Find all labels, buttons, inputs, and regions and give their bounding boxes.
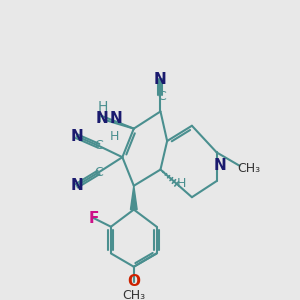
Text: N: N xyxy=(109,111,122,126)
Text: O: O xyxy=(127,274,140,290)
Text: C: C xyxy=(94,166,103,179)
Text: H: H xyxy=(97,100,108,114)
Text: N: N xyxy=(70,178,83,193)
Text: N: N xyxy=(70,129,83,144)
Text: H: H xyxy=(98,111,108,125)
Text: N: N xyxy=(154,72,167,87)
Text: CH₃: CH₃ xyxy=(122,289,146,300)
Text: H: H xyxy=(110,130,119,143)
Text: F: F xyxy=(88,211,99,226)
Text: C: C xyxy=(94,139,103,152)
Text: C: C xyxy=(157,90,166,103)
Text: N: N xyxy=(96,111,109,126)
Text: H: H xyxy=(177,177,186,190)
Text: CH₃: CH₃ xyxy=(238,162,261,175)
Text: N: N xyxy=(214,158,227,173)
Polygon shape xyxy=(130,186,137,210)
